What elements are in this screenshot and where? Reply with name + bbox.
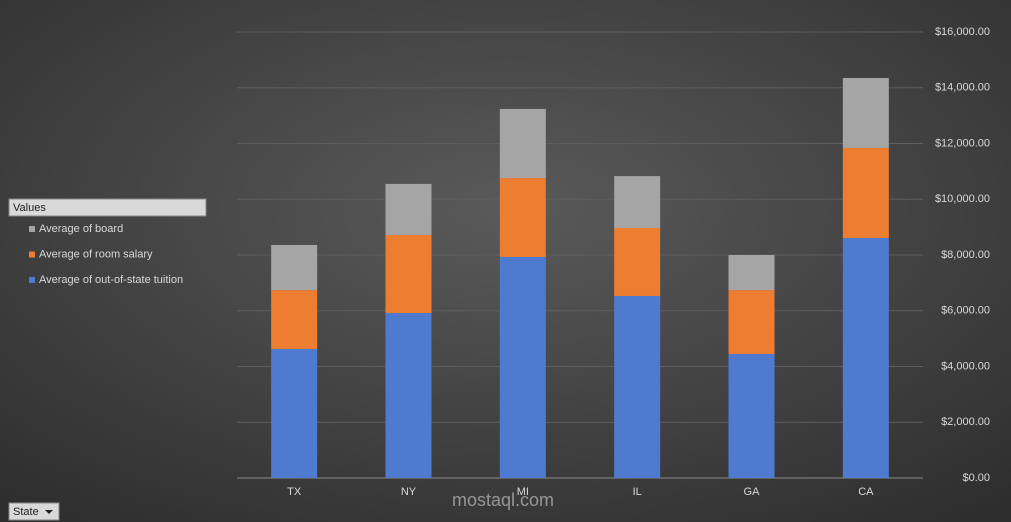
bar-segment	[271, 244, 318, 291]
y-tick-label: $12,000.00	[935, 137, 990, 149]
bar-segment	[499, 178, 546, 257]
legend-marker	[29, 226, 35, 232]
y-tick-label: $2,000.00	[941, 416, 990, 428]
x-tick-label: TX	[287, 486, 302, 498]
bar-segment	[271, 290, 318, 349]
y-tick-label: $8,000.00	[941, 249, 990, 261]
filter-button[interactable]	[8, 502, 60, 521]
bar-segment	[271, 348, 318, 478]
bar-segment	[728, 290, 775, 354]
dropdown-arrow[interactable]	[45, 510, 53, 514]
y-tick-label: $6,000.00	[941, 305, 990, 317]
legend-label: Average of room salary	[39, 248, 153, 260]
watermark: mostaql.com	[452, 490, 554, 510]
legend-label: Average of board	[39, 223, 123, 235]
x-tick-label: IL	[633, 486, 642, 498]
filter-label[interactable]: State	[13, 506, 39, 518]
legend-label: Average of out-of-state tuition	[39, 274, 183, 286]
y-tick-label: $10,000.00	[935, 193, 990, 205]
x-tick-label: MI	[517, 486, 529, 498]
bar-segment	[614, 227, 661, 296]
bar-segment	[385, 234, 432, 313]
legend-header	[8, 198, 207, 217]
legend-title: Values	[13, 202, 46, 214]
bar-segment	[385, 183, 432, 235]
bar-segment	[614, 176, 661, 228]
bar-segment	[842, 77, 889, 148]
x-tick-label: GA	[744, 486, 761, 498]
legend-marker	[29, 251, 35, 258]
y-tick-label: $16,000.00	[935, 26, 990, 38]
bar-segment	[499, 108, 546, 179]
bar-segment	[842, 237, 889, 478]
y-tick-label: $4,000.00	[941, 360, 990, 372]
bar-segment	[728, 353, 775, 478]
legend-marker	[29, 277, 35, 283]
bar-segment	[499, 256, 546, 478]
bar-segment	[728, 255, 775, 291]
x-tick-label: NY	[401, 486, 417, 498]
bar-segment	[842, 147, 889, 238]
x-tick-label: CA	[858, 486, 874, 498]
bar-segment	[614, 295, 661, 478]
bar-segment	[385, 312, 432, 478]
y-tick-label: $14,000.00	[935, 82, 990, 94]
y-tick-label: $0.00	[962, 472, 990, 484]
